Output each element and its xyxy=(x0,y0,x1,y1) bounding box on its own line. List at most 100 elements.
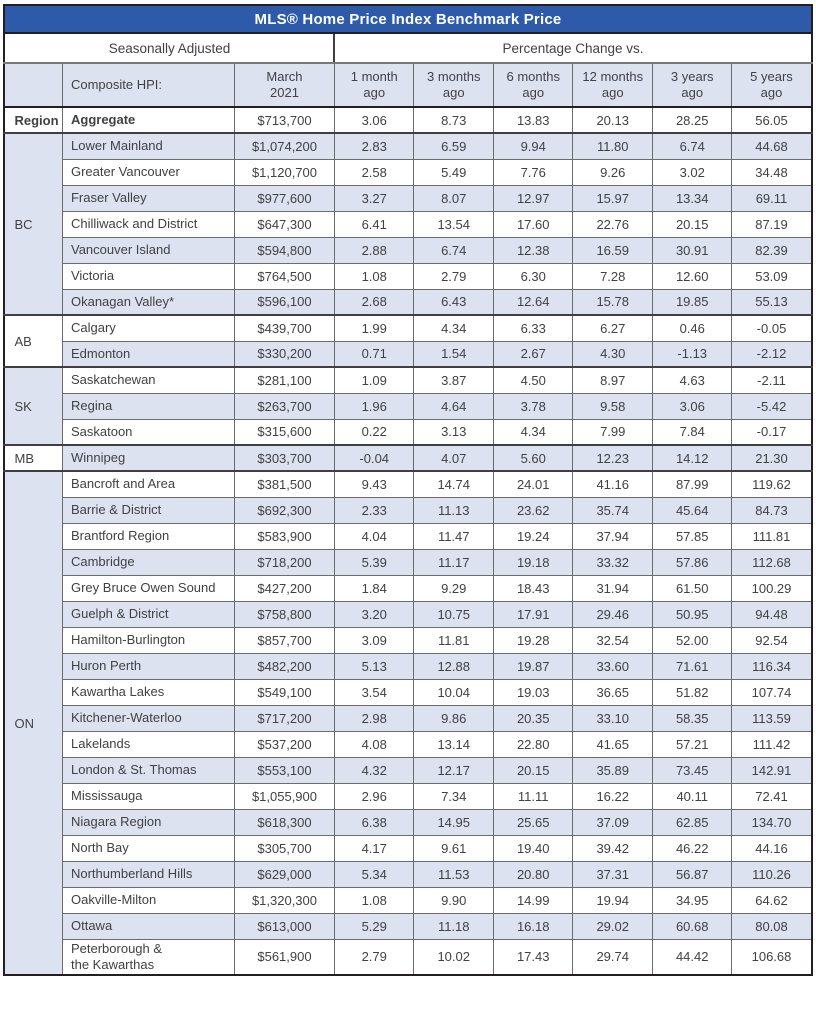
pct-change-cell: 0.46 xyxy=(651,314,733,342)
table-row: Grey Bruce Owen Sound $427,200 1.84 9.29 18.… xyxy=(4,574,812,602)
pct-change-cell: -2.11 xyxy=(731,366,812,394)
pct-change-cell: 19.03 xyxy=(492,678,574,706)
pct-change-cell: 9.61 xyxy=(413,834,494,862)
pct-change-cell: 14.99 xyxy=(492,886,574,914)
table-row: Cambridge $718,200 5.39 11.17 19.18 33.32 57.8… xyxy=(4,548,812,576)
pct-change-cell: 6.74 xyxy=(413,236,494,264)
pct-change-cell: 9.29 xyxy=(413,574,494,602)
pct-change-cell: 15.97 xyxy=(572,184,653,212)
table-row: Barrie & District $692,300 2.33 11.13 23.62 3… xyxy=(4,496,812,524)
table-row: Niagara Region $618,300 6.38 14.95 25.65 37.0… xyxy=(4,808,812,836)
area-name-cell: Fraser Valley xyxy=(61,184,235,212)
pct-change-cell: 33.32 xyxy=(572,548,653,576)
area-name-cell: Winnipeg xyxy=(61,444,235,472)
area-name-cell: Huron Perth xyxy=(61,652,235,680)
pct-change-cell: 71.61 xyxy=(651,652,733,680)
area-name-cell: Saskatoon xyxy=(61,418,235,446)
pct-change-cell: 14.74 xyxy=(413,470,494,498)
area-name-cell: Niagara Region xyxy=(61,808,235,836)
pct-change-cell: 17.91 xyxy=(492,600,574,628)
pct-change-cell: 12.60 xyxy=(651,262,733,290)
benchmark-price-cell: $764,500 xyxy=(233,262,335,290)
benchmark-price-cell: $439,700 xyxy=(233,314,335,342)
pct-change-cell: 1.84 xyxy=(333,574,415,602)
pct-change-cell: 4.34 xyxy=(413,314,494,342)
table-row: Kitchener-Waterloo $717,200 2.98 9.86 20.35 3… xyxy=(4,704,812,732)
col-header-5-years-ago: 5 years ago xyxy=(731,62,812,108)
area-name-cell: Lower Mainland xyxy=(61,132,235,160)
benchmark-price-cell: $561,900 xyxy=(233,938,335,976)
pct-change-cell: 55.13 xyxy=(731,288,812,316)
benchmark-price-cell: $758,800 xyxy=(233,600,335,628)
pct-change-cell: 4.08 xyxy=(333,730,415,758)
pct-change-cell: 34.48 xyxy=(731,158,812,186)
pct-change-cell: 17.60 xyxy=(492,210,574,238)
pct-change-cell: -5.42 xyxy=(731,392,812,420)
col-header-12-months-ago: 12 months ago xyxy=(572,62,653,108)
table-row: MB Winnipeg $303,700 -0.04 4.07 5.60 12.23 14.1… xyxy=(3,444,812,472)
pct-change-cell: 1.09 xyxy=(333,366,415,394)
pct-change-cell: 94.48 xyxy=(731,600,812,628)
pct-change-cell: -1.13 xyxy=(651,340,733,368)
pct-change-cell: 14.95 xyxy=(413,808,494,836)
pct-change-cell: 20.35 xyxy=(492,704,574,732)
pct-change-cell: 134.70 xyxy=(731,808,812,836)
pct-change-cell: 5.13 xyxy=(333,652,415,680)
pct-change-cell: 29.74 xyxy=(572,938,653,976)
pct-change-cell: 11.11 xyxy=(492,782,574,810)
pct-change-cell: 56.87 xyxy=(651,860,733,888)
pct-change-cell: 80.08 xyxy=(731,912,812,940)
pct-change-cell: 31.94 xyxy=(572,574,653,602)
section-percentage-change: Percentage Change vs. xyxy=(333,32,813,64)
table-row: Lakelands $537,200 4.08 13.14 22.80 41.65 57.2… xyxy=(4,730,812,758)
pct-change-cell: 3.54 xyxy=(333,678,415,706)
table-row: Saskatoon $315,600 0.22 3.13 4.34 7.99 7.84 -0.… xyxy=(4,418,812,446)
table-row: London & St. Thomas $553,100 4.32 12.17 20.1… xyxy=(4,756,812,784)
col-header-6-months-ago: 6 months ago xyxy=(492,62,574,108)
area-name-cell: Regina xyxy=(61,392,235,420)
pct-change-cell: 5.60 xyxy=(492,444,574,472)
pct-change-cell: 44.42 xyxy=(651,938,733,976)
pct-change-cell: 11.81 xyxy=(413,626,494,654)
pct-change-cell: 11.53 xyxy=(413,860,494,888)
benchmark-price-cell: $303,700 xyxy=(233,444,335,472)
table-row: Edmonton $330,200 0.71 1.54 2.67 4.30 -1.13 -2.… xyxy=(4,340,812,368)
benchmark-price-cell: $1,320,300 xyxy=(233,886,335,914)
area-name-cell: Mississauga xyxy=(61,782,235,810)
pct-change-cell: 16.59 xyxy=(572,236,653,264)
pct-change-cell: 0.22 xyxy=(333,418,415,446)
pct-change-cell: 7.28 xyxy=(572,262,653,290)
pct-change-cell: 40.11 xyxy=(651,782,733,810)
benchmark-price-cell: $549,100 xyxy=(233,678,335,706)
table-row: Northumberland Hills $629,000 5.34 11.53 20.… xyxy=(4,860,812,888)
pct-change-cell: 107.74 xyxy=(731,678,812,706)
area-name-cell: Cambridge xyxy=(61,548,235,576)
pct-change-cell: 119.62 xyxy=(731,470,812,498)
pct-change-cell: 33.10 xyxy=(572,704,653,732)
benchmark-price-cell: $305,700 xyxy=(233,834,335,862)
pct-change-cell: 8.73 xyxy=(413,106,494,134)
pct-change-cell: 62.85 xyxy=(651,808,733,836)
area-name-cell: Guelph & District xyxy=(61,600,235,628)
composite-hpi-header: Composite HPI: xyxy=(61,62,235,108)
benchmark-price-cell: $629,000 xyxy=(233,860,335,888)
area-name-cell: Saskatchewan xyxy=(61,366,235,394)
table-header: MLS® Home Price Index Benchmark Price Se… xyxy=(3,4,813,108)
pct-change-cell: 3.27 xyxy=(333,184,415,212)
pct-change-cell: 57.86 xyxy=(651,548,733,576)
table-row: Guelph & District $758,800 3.20 10.75 17.91 2… xyxy=(4,600,812,628)
pct-change-cell: 6.30 xyxy=(492,262,574,290)
pct-change-cell: 34.95 xyxy=(651,886,733,914)
pct-change-cell: 13.14 xyxy=(413,730,494,758)
pct-change-cell: 8.97 xyxy=(572,366,653,394)
pct-change-cell: 72.41 xyxy=(731,782,812,810)
pct-change-cell: 13.54 xyxy=(413,210,494,238)
pct-change-cell: 7.84 xyxy=(651,418,733,446)
pct-change-cell: 36.65 xyxy=(572,678,653,706)
section-seasonally-adjusted: Seasonally Adjusted xyxy=(3,32,335,64)
pct-change-cell: -0.05 xyxy=(731,314,812,342)
area-name-cell: Vancouver Island xyxy=(61,236,235,264)
table-body: Region Aggregate $713,700 3.06 8.73 13.83 20.1… xyxy=(3,106,812,976)
pct-change-cell: 50.95 xyxy=(651,600,733,628)
pct-change-cell: 3.02 xyxy=(651,158,733,186)
